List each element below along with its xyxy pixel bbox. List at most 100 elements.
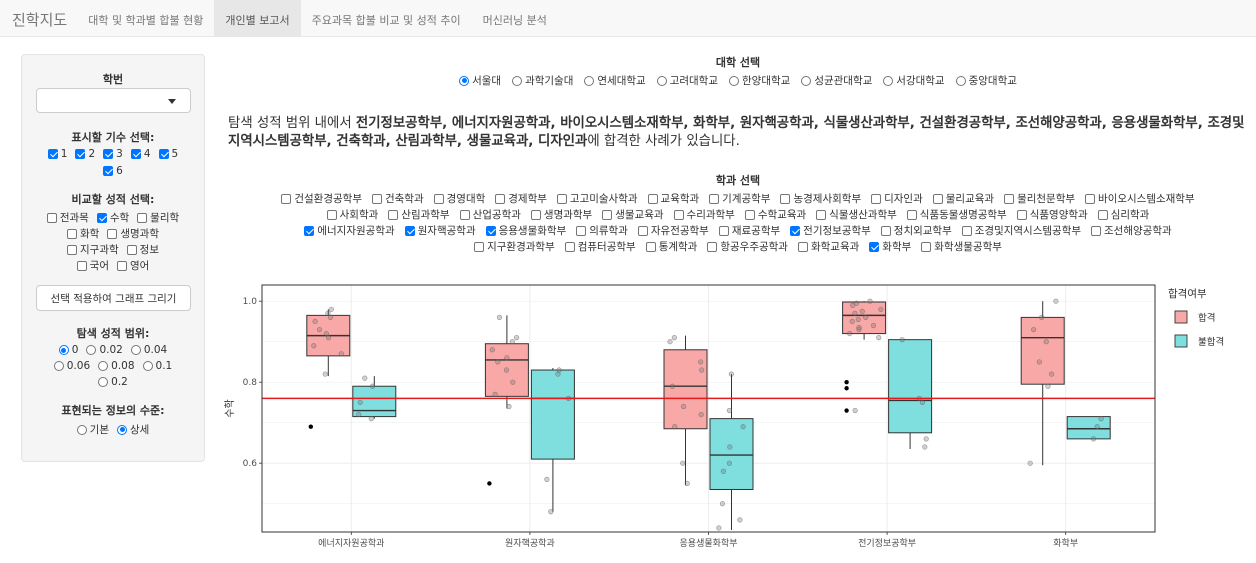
checkbox-icon[interactable]: [921, 241, 932, 252]
checkbox-icon[interactable]: [564, 241, 575, 252]
checkbox-icon[interactable]: [388, 209, 399, 220]
radio-icon[interactable]: [584, 75, 595, 86]
checkbox-icon[interactable]: [530, 209, 541, 220]
range-option[interactable]: 0: [58, 344, 78, 356]
department-option[interactable]: 식품영양학과: [1016, 207, 1088, 222]
department-option[interactable]: 디자인과: [871, 191, 923, 206]
radio-icon[interactable]: [58, 345, 69, 355]
range-option[interactable]: 0.06: [53, 360, 90, 372]
checkbox-icon[interactable]: [1004, 193, 1015, 204]
checkbox-icon[interactable]: [816, 209, 827, 220]
subject-option[interactable]: 생명과학: [107, 226, 159, 241]
radio-icon[interactable]: [656, 75, 667, 86]
checkbox-icon[interactable]: [76, 260, 87, 271]
checkbox-icon[interactable]: [637, 225, 648, 236]
brand-title[interactable]: 진학지도: [12, 11, 68, 29]
subject-option[interactable]: 영어: [117, 258, 149, 273]
checkbox-icon[interactable]: [869, 241, 880, 252]
department-option[interactable]: 화학교육과: [797, 239, 859, 254]
apply-graph-button[interactable]: 선택 적용하여 그래프 그리기: [36, 285, 191, 311]
department-option[interactable]: 생명과학부: [530, 207, 592, 222]
department-option[interactable]: 조경및지역시스템공학부: [961, 223, 1081, 238]
department-option[interactable]: 전기정보공학부: [790, 223, 871, 238]
checkbox-icon[interactable]: [67, 228, 78, 239]
department-option[interactable]: 사회학과: [326, 207, 378, 222]
department-option[interactable]: 경제학부: [495, 191, 547, 206]
subject-option[interactable]: 물리학: [137, 210, 179, 225]
cohort-option[interactable]: 1: [47, 148, 67, 160]
department-option[interactable]: 항공우주공학과: [707, 239, 788, 254]
checkbox-icon[interactable]: [485, 225, 496, 236]
university-option[interactable]: 서강대학교: [883, 73, 945, 88]
radio-icon[interactable]: [512, 75, 523, 86]
checkbox-icon[interactable]: [744, 209, 755, 220]
university-option[interactable]: 중앙대학교: [955, 73, 1017, 88]
university-option[interactable]: 서울대: [459, 73, 501, 88]
checkbox-icon[interactable]: [326, 209, 337, 220]
department-option[interactable]: 컴퓨터공학부: [564, 239, 636, 254]
checkbox-icon[interactable]: [1016, 209, 1027, 220]
department-option[interactable]: 산업공학과: [459, 207, 521, 222]
range-option[interactable]: 0.02: [86, 344, 123, 356]
subject-option[interactable]: 화학: [67, 226, 99, 241]
checkbox-icon[interactable]: [1091, 225, 1102, 236]
department-option[interactable]: 심리학과: [1097, 207, 1149, 222]
checkbox-icon[interactable]: [1097, 209, 1108, 220]
checkbox-icon[interactable]: [709, 193, 720, 204]
checkbox-icon[interactable]: [137, 212, 148, 223]
university-option[interactable]: 성균관대학교: [801, 73, 872, 88]
department-option[interactable]: 수학교육과: [744, 207, 806, 222]
department-option[interactable]: 경영대학: [433, 191, 485, 206]
subject-option[interactable]: 지구과학: [67, 242, 119, 257]
checkbox-icon[interactable]: [647, 193, 658, 204]
department-option[interactable]: 교육학과: [647, 191, 699, 206]
radio-icon[interactable]: [459, 75, 470, 86]
checkbox-icon[interactable]: [103, 166, 114, 176]
department-option[interactable]: 물리교육과: [932, 191, 994, 206]
department-option[interactable]: 지구환경과학부: [474, 239, 555, 254]
subject-option[interactable]: 국어: [76, 258, 109, 273]
department-option[interactable]: 자유전공학부: [637, 223, 709, 238]
detail-option[interactable]: 상세: [117, 422, 149, 437]
range-option[interactable]: 0.04: [130, 344, 167, 356]
department-option[interactable]: 물리천문학부: [1004, 191, 1075, 206]
detail-option[interactable]: 기본: [76, 422, 109, 437]
checkbox-icon[interactable]: [67, 244, 78, 255]
department-option[interactable]: 고고미술사학과: [556, 191, 638, 206]
department-option[interactable]: 기계공학부: [709, 191, 770, 206]
checkbox-icon[interactable]: [707, 241, 718, 252]
checkbox-icon[interactable]: [371, 193, 382, 204]
department-option[interactable]: 정치외교학부: [880, 223, 952, 238]
department-option[interactable]: 통계학과: [645, 239, 697, 254]
checkbox-icon[interactable]: [103, 149, 114, 159]
range-option[interactable]: 0.08: [98, 360, 135, 372]
radio-icon[interactable]: [98, 377, 109, 387]
department-option[interactable]: 산림과학부: [388, 207, 450, 222]
department-option[interactable]: 건축학과: [371, 191, 424, 206]
department-option[interactable]: 조선해양공학과: [1091, 223, 1172, 238]
checkbox-icon[interactable]: [718, 225, 729, 236]
range-option[interactable]: 0.2: [98, 376, 128, 388]
range-option[interactable]: 0.1: [142, 360, 172, 372]
department-option[interactable]: 의류학과: [576, 223, 628, 238]
checkbox-icon[interactable]: [495, 193, 506, 204]
radio-icon[interactable]: [98, 361, 109, 371]
checkbox-icon[interactable]: [107, 228, 118, 239]
checkbox-icon[interactable]: [96, 212, 107, 223]
checkbox-icon[interactable]: [1085, 193, 1096, 204]
department-option[interactable]: 화학부: [869, 239, 911, 254]
tab-personal-report[interactable]: 개인별 보고서: [214, 0, 301, 36]
radio-icon[interactable]: [729, 75, 739, 86]
department-option[interactable]: 응용생물화학부: [485, 223, 566, 238]
university-option[interactable]: 연세대학교: [584, 73, 646, 88]
checkbox-icon[interactable]: [790, 225, 801, 236]
department-option[interactable]: 식물생산과학부: [816, 207, 897, 222]
checkbox-icon[interactable]: [556, 193, 567, 204]
radio-icon[interactable]: [801, 75, 812, 86]
radio-icon[interactable]: [130, 345, 141, 355]
cohort-option[interactable]: 6: [103, 165, 123, 177]
department-option[interactable]: 원자핵공학과: [404, 223, 476, 238]
department-option[interactable]: 재료공학부: [718, 223, 780, 238]
cohort-option[interactable]: 3: [103, 148, 123, 160]
checkbox-icon[interactable]: [46, 212, 57, 223]
